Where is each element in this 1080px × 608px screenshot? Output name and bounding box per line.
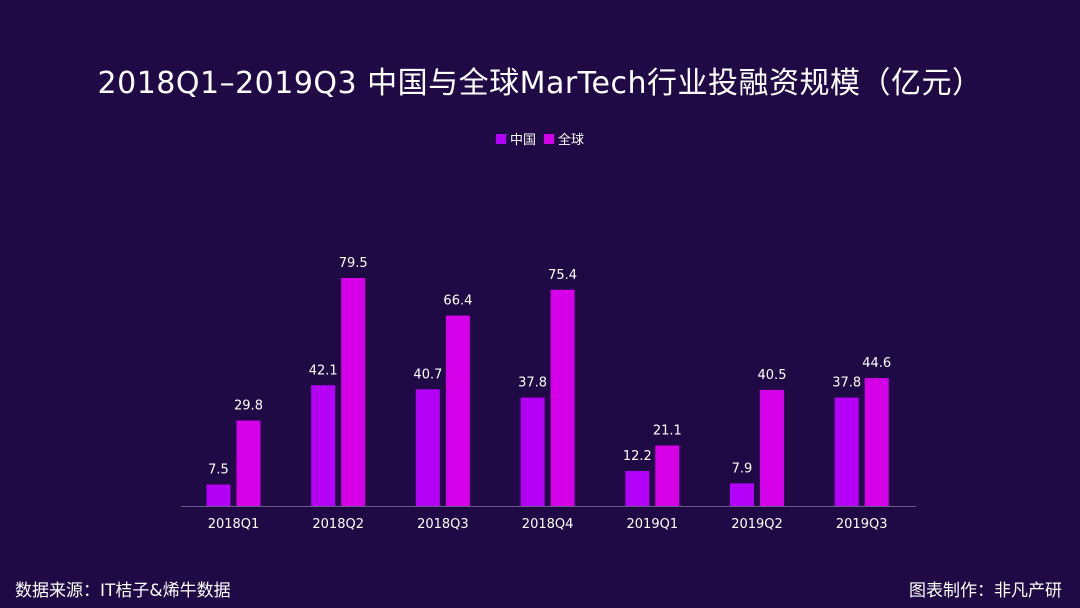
value-label-china-2018Q3: 40.7 [413, 367, 442, 382]
bar-china-2019Q2 [730, 483, 754, 506]
chart-title: 2018Q1–2019Q3 中国与全球MarTech行业投融资规模（亿元） [97, 66, 983, 101]
bar-global-2018Q2 [341, 278, 366, 506]
bar-china-2019Q3 [834, 397, 859, 506]
bar-global-2019Q2 [760, 389, 784, 506]
value-label-china-2018Q4: 37.8 [518, 376, 547, 391]
x-tick-label-2019Q3: 2019Q3 [836, 517, 888, 532]
value-label-china-2019Q2: 7.9 [732, 461, 753, 476]
legend-label-china: 中国 [509, 133, 536, 148]
value-label-china-2018Q1: 7.5 [208, 462, 229, 477]
value-label-global-2018Q3: 66.4 [443, 294, 472, 309]
bar-global-2018Q1 [236, 420, 261, 506]
value-label-china-2018Q2: 42.1 [309, 363, 338, 378]
bar-global-2018Q4 [550, 289, 575, 506]
value-label-china-2019Q1: 12.2 [623, 449, 652, 464]
x-tick-label-2018Q3: 2018Q3 [417, 517, 469, 532]
x-tick-label-2018Q2: 2018Q2 [312, 517, 364, 532]
chart-credit: 图表制作：非凡产研 [909, 581, 1062, 601]
legend-item-global: 全球 [544, 129, 584, 148]
bar-global-2019Q1 [655, 445, 680, 506]
value-label-global-2018Q2: 79.5 [339, 256, 368, 271]
bar-china-2018Q2 [311, 385, 336, 506]
legend-swatch-global [544, 133, 554, 144]
x-tick-label-2018Q1: 2018Q1 [208, 517, 260, 532]
legend: 中国 全球 [0, 129, 1080, 148]
bar-global-2019Q3 [864, 378, 889, 506]
bar-china-2018Q4 [520, 397, 545, 506]
value-label-china-2019Q3: 37.8 [832, 376, 861, 391]
data-source: 数据来源：IT桔子&烯牛数据 [15, 581, 231, 601]
value-label-global-2019Q3: 44.6 [862, 356, 891, 371]
legend-item-china: 中国 [495, 129, 536, 148]
bar-global-2018Q3 [445, 315, 470, 506]
x-tick-label-2019Q1: 2019Q1 [627, 517, 679, 532]
value-label-global-2019Q1: 21.1 [653, 423, 682, 438]
bar-china-2019Q1 [625, 471, 650, 506]
value-label-global-2019Q2: 40.5 [758, 368, 787, 383]
legend-label-global: 全球 [558, 133, 585, 148]
bar-china-2018Q3 [415, 389, 440, 506]
legend-swatch-china [495, 133, 506, 144]
x-tick-label-2019Q2: 2019Q2 [731, 517, 783, 532]
value-label-global-2018Q4: 75.4 [548, 268, 577, 283]
x-tick-label-2018Q4: 2018Q4 [522, 517, 574, 532]
value-label-global-2018Q1: 29.8 [234, 399, 263, 414]
bar-china-2018Q1 [206, 484, 231, 506]
